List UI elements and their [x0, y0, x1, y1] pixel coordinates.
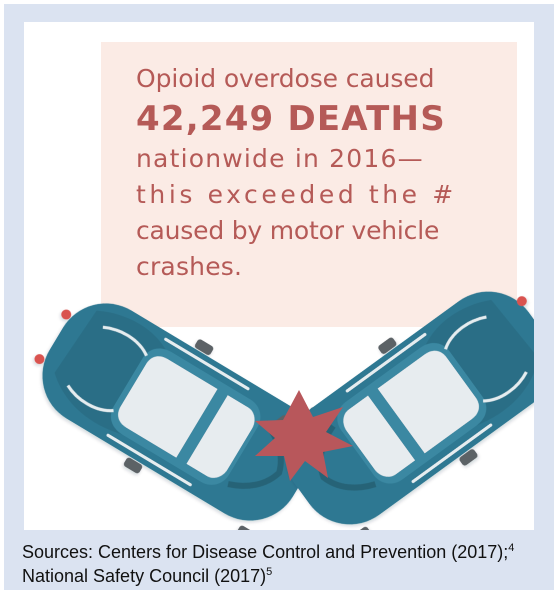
crash-burst-icon — [255, 390, 353, 481]
headline-line-3: nationwide in 2016— — [136, 144, 424, 173]
citation-4: 4 — [508, 542, 515, 554]
headline-line-6: crashes. — [136, 252, 243, 281]
headline-line-4: this exceeded the # — [136, 180, 457, 209]
sources-note: Sources: Centers for Disease Control and… — [22, 540, 547, 588]
headline-line-5: caused by motor vehicle — [136, 216, 440, 245]
callout-background — [101, 42, 517, 327]
illustration-panel: Opioid overdose caused 42,249 DEATHS nat… — [24, 22, 534, 530]
citation-5: 5 — [266, 566, 273, 578]
headline-line-1: Opioid overdose caused — [136, 64, 435, 93]
car-crash-illustration — [34, 291, 534, 530]
left-car-icon — [34, 303, 327, 530]
sources-text-part-2: National Safety Council (2017) — [22, 566, 267, 586]
right-car-icon — [271, 291, 534, 530]
headline-text: Opioid overdose caused 42,249 DEATHS nat… — [136, 66, 504, 279]
deaths-count: 42,249 DEATHS — [136, 99, 446, 139]
infographic-frame: Opioid overdose caused 42,249 DEATHS nat… — [4, 4, 554, 590]
sources-text-part-1: Sources: Centers for Disease Control and… — [22, 542, 509, 562]
